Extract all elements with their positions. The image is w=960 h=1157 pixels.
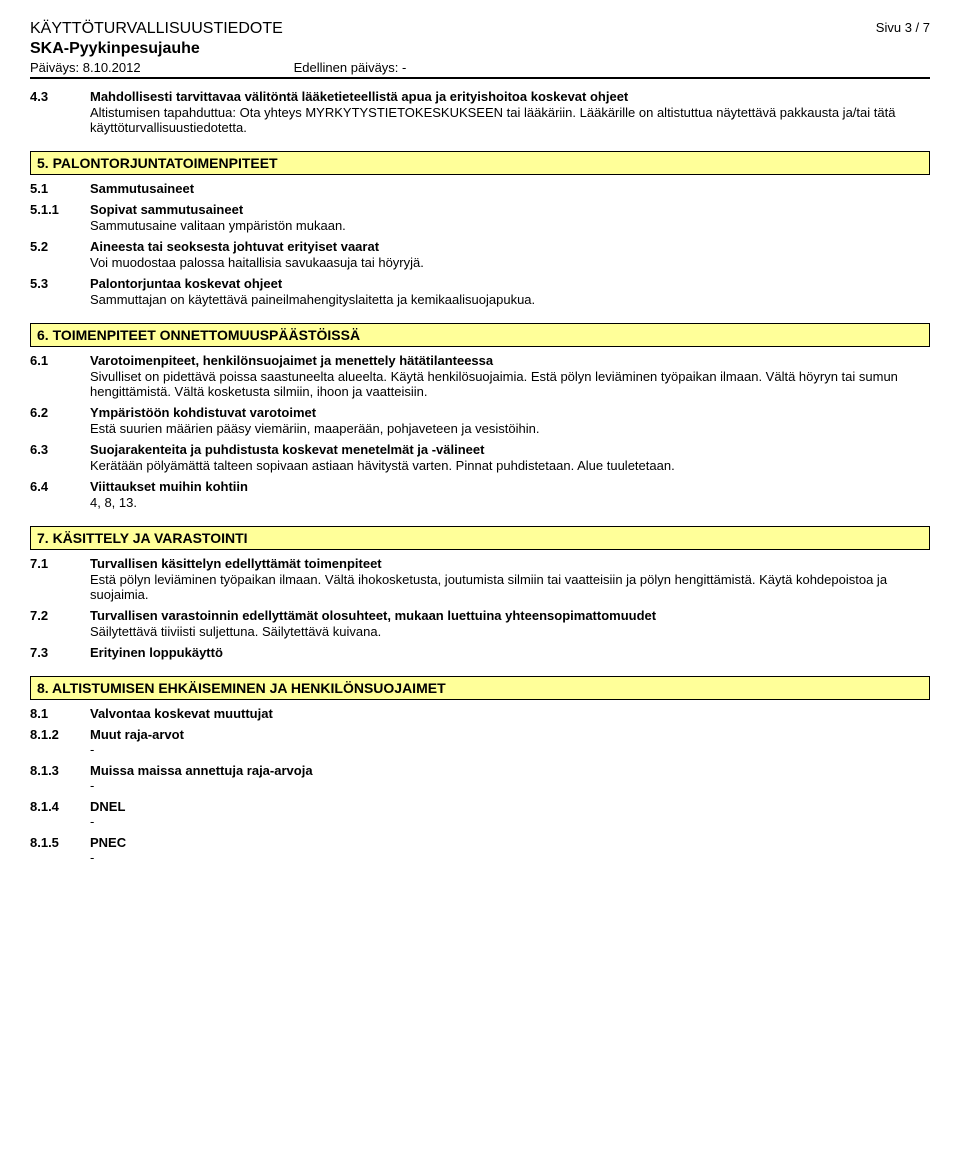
item-title: Turvallisen käsittelyn edellyttämät toim… (90, 556, 930, 571)
item-number: 8.1.4 (30, 799, 90, 814)
dash-value: - (90, 778, 930, 793)
section-5-header: 5. PALONTORJUNTATOIMENPITEET (30, 151, 930, 175)
item-number: 8.1 (30, 706, 90, 721)
item-number: 5.2 (30, 239, 90, 270)
item-number: 6.3 (30, 442, 90, 473)
item-title: Muut raja-arvot (90, 727, 930, 742)
item-number: 8.1.2 (30, 727, 90, 742)
item-title: DNEL (90, 799, 930, 814)
header-divider (30, 77, 930, 79)
prev-date-label: Edellinen päiväys: - (294, 60, 407, 75)
item-body: Sivulliset on pidettävä poissa saastunee… (90, 369, 930, 399)
item-number: 8.1.3 (30, 763, 90, 778)
item-number: 7.3 (30, 645, 90, 660)
item-number: 5.1.1 (30, 202, 90, 233)
item-body: Estä pölyn leviäminen työpaikan ilmaan. … (90, 572, 930, 602)
item-title: Sopivat sammutusaineet (90, 202, 930, 217)
item-title: Palontorjuntaa koskevat ohjeet (90, 276, 930, 291)
item-title: Aineesta tai seoksesta johtuvat erityise… (90, 239, 930, 254)
item-number: 6.4 (30, 479, 90, 510)
item-title: PNEC (90, 835, 930, 850)
dash-value: - (90, 850, 930, 865)
item-title: Valvontaa koskevat muuttujat (90, 706, 930, 721)
item-title: Ympäristöön kohdistuvat varotoimet (90, 405, 930, 420)
section-7-header: 7. KÄSITTELY JA VARASTOINTI (30, 526, 930, 550)
item-body: Sammutusaine valitaan ympäristön mukaan. (90, 218, 930, 233)
item-body: Sammuttajan on käytettävä paineilmahengi… (90, 292, 930, 307)
product-name: SKA-Pyykinpesujauhe (30, 40, 283, 58)
item-number: 7.1 (30, 556, 90, 602)
item-title: Viittaukset muihin kohtiin (90, 479, 930, 494)
item-body: Estä suurien määrien pääsy viemäriin, ma… (90, 421, 930, 436)
section-8-header: 8. ALTISTUMISEN EHKÄISEMINEN JA HENKILÖN… (30, 676, 930, 700)
item-title: Sammutusaineet (90, 181, 930, 196)
doc-type: KÄYTTÖTURVALLISUUSTIEDOTE (30, 20, 283, 38)
item-title: Muissa maissa annettuja raja-arvoja (90, 763, 930, 778)
item-number: 7.2 (30, 608, 90, 639)
item-title: Suojarakenteita ja puhdistusta koskevat … (90, 442, 930, 457)
item-title: Mahdollisesti tarvittavaa välitöntä lääk… (90, 89, 930, 104)
item-number: 6.2 (30, 405, 90, 436)
dash-value: - (90, 814, 930, 829)
date-label: Päiväys: 8.10.2012 (30, 60, 290, 75)
item-number: 4.3 (30, 89, 90, 135)
item-body: Voi muodostaa palossa haitallisia savuka… (90, 255, 930, 270)
dash-value: - (90, 742, 930, 757)
item-body: Altistumisen tapahduttua: Ota yhteys MYR… (90, 105, 930, 135)
item-title: Turvallisen varastoinnin edellyttämät ol… (90, 608, 930, 623)
item-body: 4, 8, 13. (90, 495, 930, 510)
item-number: 5.1 (30, 181, 90, 196)
item-body: Säilytettävä tiiviisti suljettuna. Säily… (90, 624, 930, 639)
item-body: Kerätään pölyämättä talteen sopivaan ast… (90, 458, 930, 473)
item-number: 6.1 (30, 353, 90, 399)
page-number: Sivu 3 / 7 (876, 20, 930, 35)
section-6-header: 6. TOIMENPITEET ONNETTOMUUSPÄÄSTÖISSÄ (30, 323, 930, 347)
item-number: 8.1.5 (30, 835, 90, 850)
item-number: 5.3 (30, 276, 90, 307)
item-title: Erityinen loppukäyttö (90, 645, 930, 660)
item-title: Varotoimenpiteet, henkilönsuojaimet ja m… (90, 353, 930, 368)
